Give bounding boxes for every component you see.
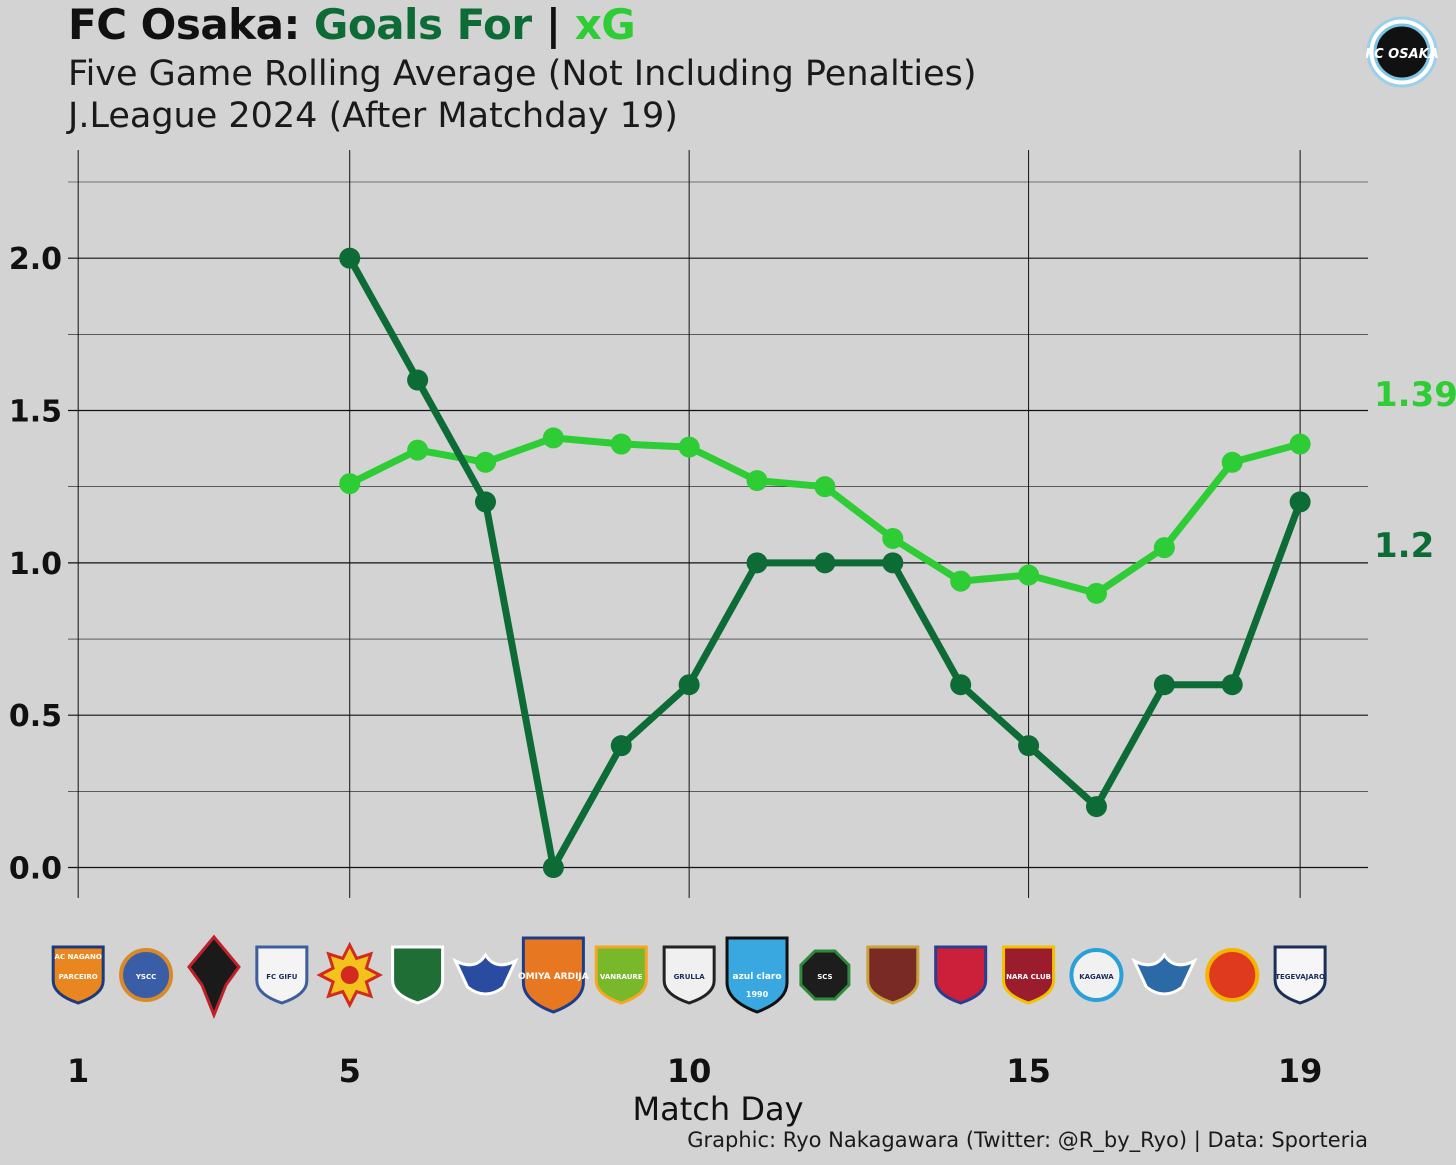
series-goals-for [339, 247, 1311, 879]
x-tick-label: 15 [1006, 1052, 1051, 1090]
data-point-xg [1221, 451, 1243, 473]
data-point-xg [1018, 564, 1040, 586]
data-point-xg [542, 427, 564, 449]
data-point-goals-for [882, 552, 904, 574]
y-tick-label: 2.0 [9, 242, 62, 277]
logo-text: GRULLA [674, 973, 706, 981]
kamatamare-sanuki-logo-icon: KAGAWA [1069, 948, 1124, 1002]
end-label-goals-for: 1.2 [1374, 526, 1434, 566]
data-point-goals-for [542, 857, 564, 879]
opponent-logo-row: PARCEIRO AC NAGANO YSCC FC GIFU OMIYA ARDIJA… [51, 934, 1327, 1020]
x-tick-label: 19 [1278, 1052, 1323, 1090]
kataller-toyama-logo-icon [452, 952, 519, 996]
title-team: FC Osaka: [68, 0, 300, 49]
data-point-goals-for [339, 247, 361, 269]
y-tick-label: 1.0 [9, 547, 62, 582]
data-point-xg [814, 476, 836, 498]
tegevajaro-miyazaki-logo-icon: TEGEVAJARO [1273, 945, 1327, 1005]
matsumoto-yamaga-logo-icon [391, 945, 445, 1005]
fc-ryukyu-logo-icon [934, 945, 988, 1005]
y-tick-label: 1.5 [9, 395, 62, 430]
data-point-xg [678, 436, 700, 458]
nara-club-logo-icon: NARA CLUB [1002, 945, 1056, 1005]
end-labels: 1.39 1.2 [1374, 375, 1456, 566]
y-tick-label: 0.0 [9, 852, 62, 887]
data-point-xg [746, 470, 768, 492]
fc-gifu-logo-icon: FC GIFU [255, 945, 309, 1005]
data-point-xg [1289, 433, 1311, 455]
sc-sagamihara-logo-icon: SCS [799, 949, 851, 1001]
y-tick-label: 0.5 [9, 699, 62, 734]
vanraure-hachinohe-logo-icon: VANRAURE [594, 945, 648, 1005]
fc-osaka-crest-icon: FC OSAKA [1366, 16, 1438, 88]
osaka-crest-text: FC OSAKA [1366, 47, 1438, 62]
azul-claro-numazu-logo-icon: azul claro 1990 [725, 936, 789, 1014]
data-point-xg [474, 451, 496, 473]
data-point-goals-for [678, 674, 700, 696]
data-point-goals-for [1018, 735, 1040, 757]
logo-text: KAGAWA [1079, 973, 1114, 981]
fukushima-united-logo-icon [1205, 948, 1260, 1002]
x-tick-label: 1 [67, 1052, 89, 1090]
data-point-xg [339, 473, 361, 495]
data-point-goals-for [407, 369, 429, 391]
title-xg: xG [574, 0, 636, 49]
iwate-grulla-logo-icon: GRULLA [662, 945, 716, 1005]
logo-text: 1990 [746, 990, 769, 999]
tegevajaro-miyazaki-logo-icon [187, 934, 241, 1020]
data-point-xg [610, 433, 632, 455]
data-point-xg [1085, 582, 1107, 604]
y-axis-ticks: 0.0 0.5 1.0 1.5 2.0 [9, 242, 62, 886]
data-point-xg [1153, 537, 1175, 559]
chart-subtitle-season: J.League 2024 (After Matchday 19) [68, 96, 678, 136]
logo-text: azul claro [733, 972, 782, 982]
chart-subtitle: Five Game Rolling Average (Not Including… [68, 54, 977, 94]
data-point-goals-for [1153, 674, 1175, 696]
logo-text: TEGEVAJARO [1275, 973, 1325, 981]
data-point-goals-for [1289, 491, 1311, 513]
data-point-goals-for [746, 552, 768, 574]
logo-text: VANRAURE [600, 973, 643, 981]
data-point-goals-for [814, 552, 836, 574]
data-point-goals-for [474, 491, 496, 513]
logo-text: NARA CLUB [1006, 973, 1051, 981]
data-point-xg [950, 570, 972, 592]
logo-text: SCS [817, 973, 832, 981]
data-point-xg [882, 527, 904, 549]
logo-text: PARCEIRO [59, 973, 98, 981]
data-point-goals-for [1221, 674, 1243, 696]
grid [68, 150, 1368, 898]
x-tick-label: 10 [667, 1052, 712, 1090]
ys-yokohama-logo-icon: YSCC [119, 948, 174, 1002]
data-point-goals-for [610, 735, 632, 757]
data-point-goals-for [1085, 796, 1107, 818]
gainare-tottori-logo-icon [1131, 952, 1198, 996]
giravanz-kitakyushu-logo-icon [316, 941, 383, 1009]
fc-imabari-logo-icon [866, 945, 920, 1005]
end-label-xg: 1.39 [1374, 375, 1456, 415]
x-axis-ticks: 1 5 10 15 19 [67, 1052, 1322, 1090]
ac-nagano-parceiro-logo-icon: PARCEIRO AC NAGANO [51, 945, 105, 1005]
data-point-goals-for [950, 674, 972, 696]
source-credit: Graphic: Ryo Nakagawara (Twitter: @R_by_… [687, 1128, 1368, 1152]
series-xg [339, 427, 1311, 604]
x-tick-label: 5 [339, 1052, 361, 1090]
series [339, 247, 1311, 879]
title-goals-for: Goals For [313, 0, 532, 49]
logo-text: AC NAGANO [55, 953, 102, 961]
logo-text: OMIYA ARDIJA [518, 972, 589, 982]
chart-title: FC Osaka: Goals For | xG [68, 0, 636, 49]
logo-text: FC GIFU [266, 973, 297, 981]
omiya-ardija-logo-icon: OMIYA ARDIJA [518, 936, 589, 1014]
logo-text: YSCC [135, 973, 156, 981]
title-separator: | [545, 0, 561, 49]
data-point-xg [407, 439, 429, 461]
x-axis-label: Match Day [633, 1090, 804, 1128]
